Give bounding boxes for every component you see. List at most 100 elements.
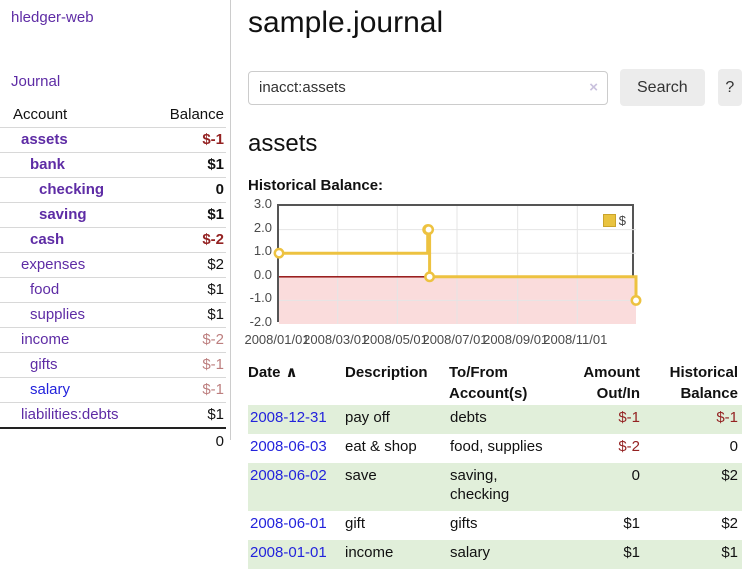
y-axis-tick-label: 1.0	[253, 243, 272, 259]
help-button[interactable]: ?	[717, 69, 742, 106]
balance-cell: $-1	[716, 409, 738, 426]
accounts-cell: debts	[450, 409, 487, 426]
chart-plot-area: $	[273, 204, 642, 324]
x-axis-tick-label: 2008/09/01	[483, 332, 549, 347]
balance-column-header: Balance	[169, 106, 224, 123]
account-row: supplies $1	[0, 302, 226, 328]
account-row: bank $1	[0, 152, 226, 178]
account-row: income $-2	[0, 327, 226, 353]
account-balance: $-1	[202, 131, 224, 148]
accounts-cell: salary	[450, 544, 491, 561]
y-axis-tick-label: 0.0	[253, 266, 272, 282]
amount-cell: 0	[631, 467, 640, 484]
account-row: food $1	[0, 277, 226, 303]
balance-cell: $2	[721, 467, 738, 484]
date-cell: 2008-06-01	[248, 511, 345, 540]
transaction-date-link[interactable]: 2008-01-01	[250, 544, 327, 561]
transaction-row: 2008-01-01 income salary $1 $1	[248, 540, 742, 569]
accounts-total-row: 0	[0, 428, 226, 454]
transaction-date-link[interactable]: 2008-06-01	[250, 515, 327, 532]
account-balance: 0	[215, 181, 224, 198]
accounts-table: Account Balance assets $-1 bank $1 checking 0…	[0, 103, 226, 454]
account-balance: $1	[207, 306, 224, 323]
account-link-salary[interactable]: salary	[30, 381, 71, 398]
transaction-date-link[interactable]: 2008-12-31	[250, 409, 327, 426]
x-axis-tick-label: 2008/07/01	[422, 332, 488, 347]
account-row: cash $-2	[0, 227, 226, 253]
brand-link[interactable]: hledger-web	[11, 9, 94, 26]
account-balance: $1	[207, 156, 224, 173]
account-link-cash[interactable]: cash	[30, 231, 65, 248]
account-link-saving[interactable]: saving	[39, 206, 87, 223]
accounts-total-value: 0	[215, 433, 224, 450]
account-balance: $1	[207, 406, 224, 423]
account-row: gifts $-1	[0, 352, 226, 378]
transaction-row: 2008-12-31 pay off debts $-1 $-1	[248, 405, 742, 434]
sort-ascending-icon: ∧	[285, 364, 298, 381]
account-link-income[interactable]: income	[21, 331, 70, 348]
legend-label: $	[618, 213, 626, 228]
y-axis-tick-label: 2.0	[253, 219, 272, 235]
account-row: liabilities:debts $1	[0, 402, 226, 429]
historical-balance-chart: $3.0 2.0 1.0 0.0 -1.0 -2.0 2008/01/01 2008/03/0…	[244, 196, 708, 348]
date-cell: 2008-06-03	[248, 434, 345, 463]
account-row: salary $-1	[0, 377, 226, 403]
account-balance: $1	[207, 281, 224, 298]
clear-search-icon[interactable]: ×	[589, 78, 598, 96]
account-link-liabilities-debts[interactable]: liabilities:debts	[21, 406, 119, 423]
account-balance: $-1	[202, 381, 224, 398]
accounts-header-row: Account Balance	[0, 103, 226, 128]
account-link-gifts[interactable]: gifts	[30, 356, 58, 373]
y-axis-tick-label: -1.0	[249, 290, 272, 306]
account-balance: $-2	[202, 231, 224, 248]
account-balance: $2	[207, 256, 224, 273]
account-link-checking[interactable]: checking	[39, 181, 105, 198]
search-box: ×	[248, 70, 608, 105]
description-cell: save	[345, 467, 377, 484]
account-balance: $-1	[202, 356, 224, 373]
y-axis-tick-label: 3.0	[253, 196, 272, 211]
account-row: expenses $2	[0, 252, 226, 278]
amount-cell: $1	[623, 544, 640, 561]
description-column-header: Description	[345, 364, 428, 381]
transaction-row: 2008-06-03 eat & shop food, supplies $-2 0	[248, 434, 742, 463]
accounts-total-spacer	[0, 428, 153, 454]
nav-journal-link[interactable]: Journal	[11, 73, 61, 90]
y-axis-tick-label: -2.0	[249, 314, 272, 329]
transaction-date-link[interactable]: 2008-06-02	[250, 467, 327, 484]
account-link-bank[interactable]: bank	[30, 156, 66, 173]
description-cell: gift	[345, 515, 366, 532]
amount-cell: $-1	[618, 409, 640, 426]
transaction-date-link[interactable]: 2008-06-03	[250, 438, 327, 455]
x-axis-tick-label: 2008/05/01	[362, 332, 428, 347]
legend-swatch-icon	[602, 214, 616, 227]
account-heading: assets	[248, 130, 318, 157]
account-link-expenses[interactable]: expenses	[21, 256, 86, 273]
search-input[interactable]	[248, 70, 608, 105]
chart-title: Historical Balance:	[248, 177, 384, 194]
amount-cell: $1	[623, 515, 640, 532]
balance-column-header: Historical Balance	[669, 364, 738, 402]
account-row: assets $-1	[0, 127, 226, 153]
account-link-assets[interactable]: assets	[21, 131, 68, 148]
balance-cell: $2	[721, 515, 738, 532]
accounts-cell: gifts	[450, 515, 478, 532]
account-column-header: Account	[13, 106, 68, 123]
date-cell: 2008-01-01	[248, 540, 345, 569]
page-title: sample.journal	[248, 6, 444, 39]
account-row: saving $1	[0, 202, 226, 228]
sidebar: hledger-web Journal Account Balance asse…	[0, 0, 231, 450]
search-button[interactable]: Search	[620, 69, 705, 106]
date-column-header[interactable]: Date ∧	[248, 362, 345, 405]
register-table: Date ∧ Description To/From Account(s) Amo…	[248, 362, 742, 569]
description-cell: eat & shop	[345, 438, 417, 455]
main-content: sample.journal × Search ? assets Histori…	[244, 0, 742, 569]
amount-column-header: Amount Out/In	[583, 364, 640, 402]
account-link-supplies[interactable]: supplies	[30, 306, 86, 323]
chart-legend: $	[600, 213, 628, 228]
balance-cell: 0	[729, 438, 738, 455]
date-cell: 2008-12-31	[248, 405, 345, 434]
description-cell: income	[345, 544, 394, 561]
account-link-food[interactable]: food	[30, 281, 60, 298]
accounts-cell: saving, checking	[450, 467, 510, 503]
